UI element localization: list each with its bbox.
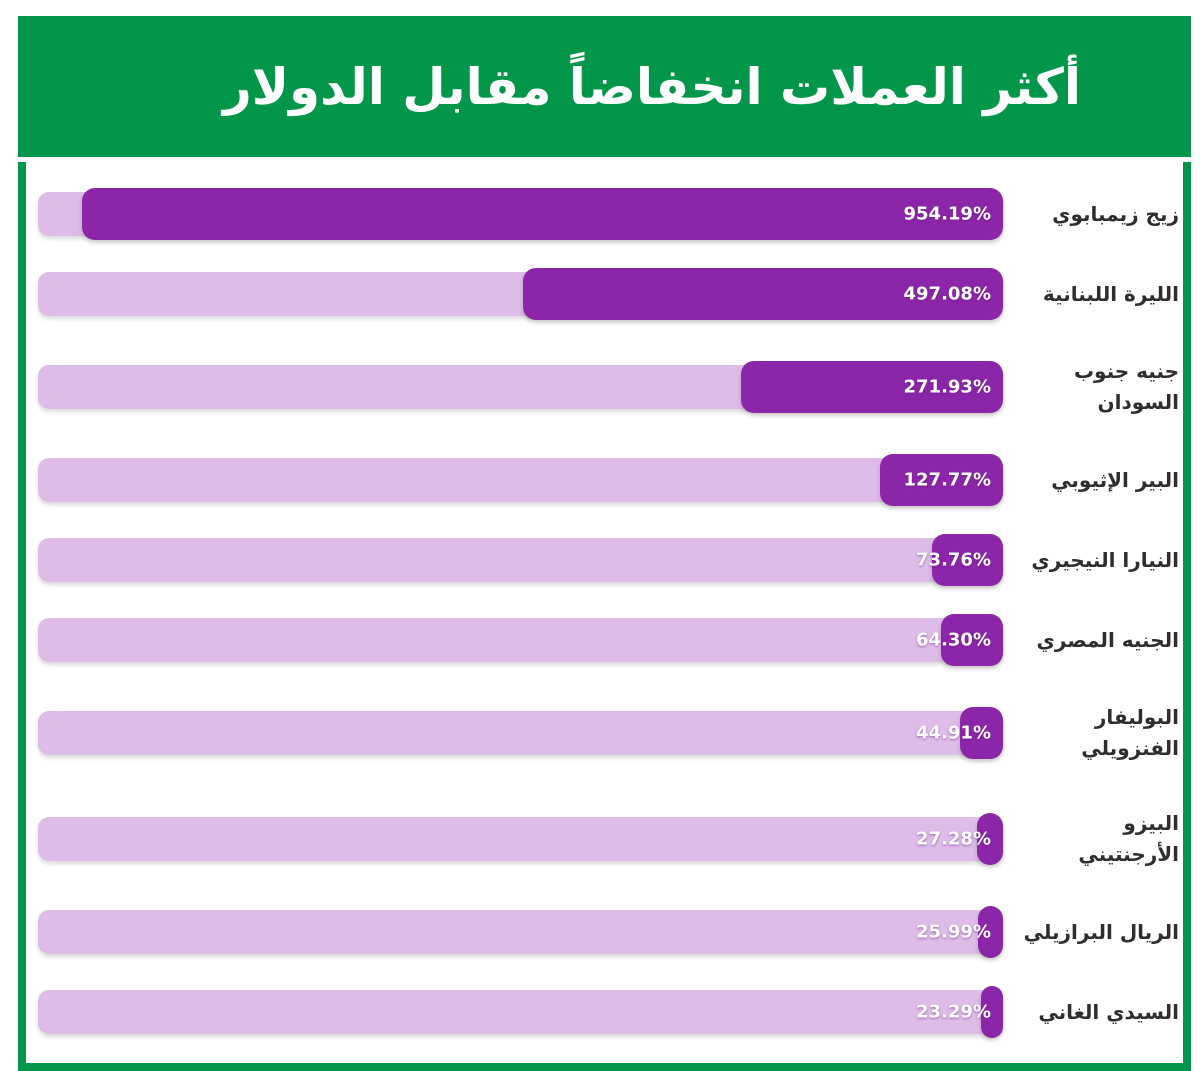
bar-fill xyxy=(523,268,1003,320)
infographic: أكثر العملات انخفاضاً مقابل الدولار زيج … xyxy=(18,16,1191,1071)
bar-track: 271.93% xyxy=(38,361,1003,413)
bar-row: السيدي الغاني 23.29% xyxy=(38,972,1179,1052)
bar-label-line: الأرجنتيني xyxy=(1078,842,1179,866)
bar-value-label: 44.91% xyxy=(916,722,991,744)
title-banner: أكثر العملات انخفاضاً مقابل الدولار xyxy=(18,16,1191,157)
bar-fill xyxy=(931,534,1003,586)
bar-label: الليرة اللبنانية xyxy=(1003,279,1179,310)
bar-value-label: 497.08% xyxy=(903,283,992,305)
bar-label: زيج زيمبابوي xyxy=(1003,199,1179,230)
bar-label-line: الجنيه المصري xyxy=(1036,627,1179,652)
bar-label-line: البيزو xyxy=(1123,811,1179,835)
bar-label-line: السيدي الغاني xyxy=(1038,999,1179,1024)
bar-label-line: البوليفار xyxy=(1094,705,1179,729)
bar-label-line: زيج زيمبابوي xyxy=(1052,201,1179,226)
bar-label: الجنيه المصري xyxy=(1003,625,1179,656)
bar-track: 23.29% xyxy=(38,986,1003,1038)
bar-label: الريال البرازيلي xyxy=(1003,917,1179,948)
bar-label: النيارا النيجيري xyxy=(1003,545,1179,576)
bar-label: البيزو الأرجنتيني xyxy=(1003,808,1179,870)
bar-row: زيج زيمبابوي 954.19% xyxy=(38,174,1179,254)
bar-track: 64.30% xyxy=(38,614,1003,666)
bar-fill xyxy=(879,454,1003,506)
bar-fill xyxy=(740,361,1003,413)
bar-label-line: البير الإثيوبي xyxy=(1051,467,1179,492)
bar-row: البير الإثيوبي 127.77% xyxy=(38,440,1179,520)
bar-track: 497.08% xyxy=(38,268,1003,320)
bar-track: 954.19% xyxy=(38,188,1003,240)
bar-label: السيدي الغاني xyxy=(1003,997,1179,1028)
bar-row: البيزو الأرجنتيني 27.28% xyxy=(38,786,1179,892)
chart-title: أكثر العملات انخفاضاً مقابل الدولار xyxy=(222,57,1082,116)
bar-label-line: الفنزويلي xyxy=(1081,736,1179,760)
bar-row: البوليفار الفنزويلي 44.91% xyxy=(38,680,1179,786)
bar-value-label: 27.28% xyxy=(916,828,991,850)
bar-label: البوليفار الفنزويلي xyxy=(1003,702,1179,764)
bar-row: الجنيه المصري 64.30% xyxy=(38,600,1179,680)
bar-track: 73.76% xyxy=(38,534,1003,586)
bar-track: 27.28% xyxy=(38,813,1003,865)
bar-label-line: النيارا النيجيري xyxy=(1031,547,1179,572)
bar-value-label: 64.30% xyxy=(916,629,991,651)
bar-label-line: الليرة اللبنانية xyxy=(1042,281,1179,306)
bar-fill xyxy=(980,986,1003,1038)
bar-fill xyxy=(959,707,1003,759)
bar-label-line: السودان xyxy=(1097,390,1179,414)
bar-track: 127.77% xyxy=(38,454,1003,506)
bar-value-label: 954.19% xyxy=(903,203,992,225)
bar-value-label: 23.29% xyxy=(916,1001,991,1023)
bar-fill xyxy=(940,614,1003,666)
bar-fill xyxy=(976,813,1003,865)
bar-rows: زيج زيمبابوي 954.19% الليرة اللبنانية 49… xyxy=(38,174,1179,1052)
bar-track: 44.91% xyxy=(38,707,1003,759)
bar-row: الريال البرازيلي 25.99% xyxy=(38,892,1179,972)
bar-value-label: 271.93% xyxy=(903,376,992,398)
bar-fill xyxy=(82,188,1003,240)
bar-value-label: 25.99% xyxy=(916,921,991,943)
bar-label-line: جنيه جنوب xyxy=(1073,359,1179,383)
bar-fill xyxy=(977,906,1003,958)
bar-track: 25.99% xyxy=(38,906,1003,958)
bar-value-label: 73.76% xyxy=(916,549,991,571)
bar-label: البير الإثيوبي xyxy=(1003,465,1179,496)
chart-panel: زيج زيمبابوي 954.19% الليرة اللبنانية 49… xyxy=(18,162,1191,1071)
bar-label: جنيه جنوب السودان xyxy=(1003,356,1179,418)
bar-row: جنيه جنوب السودان 271.93% xyxy=(38,334,1179,440)
bar-label-line: الريال البرازيلي xyxy=(1023,919,1179,944)
bar-value-label: 127.77% xyxy=(903,469,992,491)
bar-row: النيارا النيجيري 73.76% xyxy=(38,520,1179,600)
bar-row: الليرة اللبنانية 497.08% xyxy=(38,254,1179,334)
